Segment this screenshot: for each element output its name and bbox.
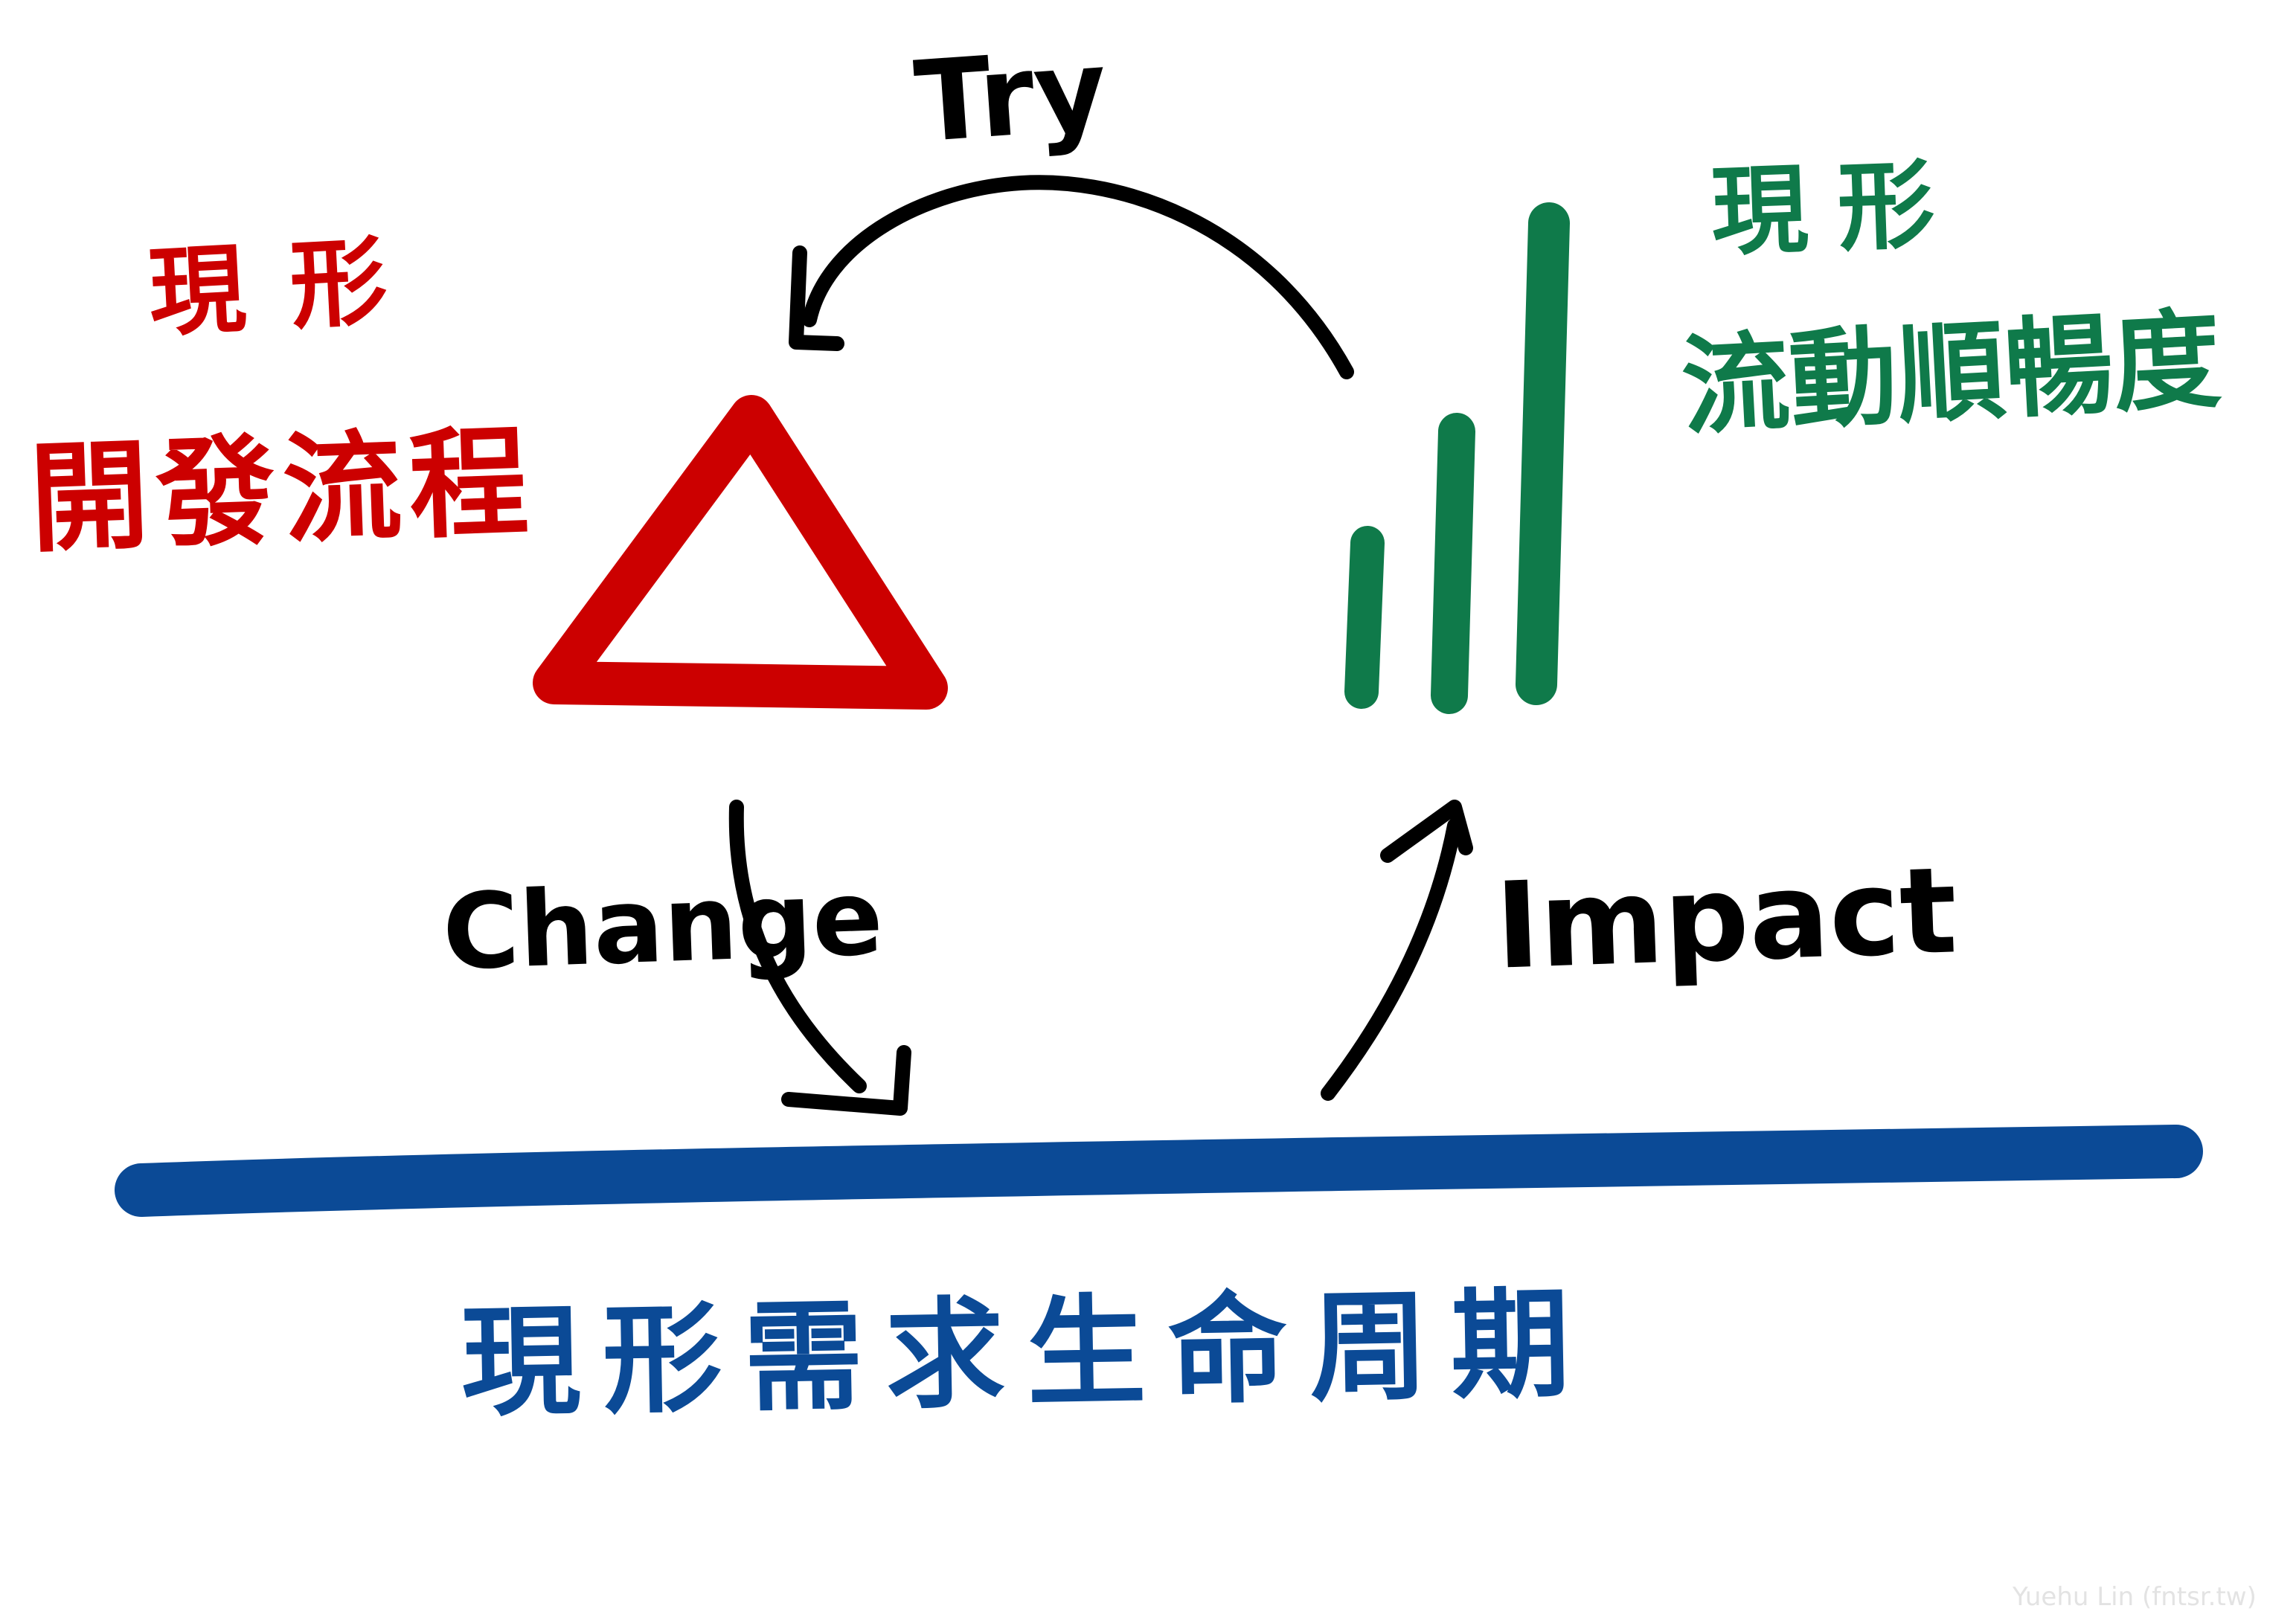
signal-bar-tall bbox=[1516, 202, 1570, 705]
lifecycle-baseline bbox=[115, 1125, 2203, 1217]
signal-bar-short bbox=[1344, 526, 1385, 709]
flow-label-line2: 流動順暢度 bbox=[1678, 297, 2224, 451]
impact-arrowhead bbox=[1380, 800, 1473, 863]
impact-arrow bbox=[1321, 818, 1462, 1101]
impact-label: Impact bbox=[1492, 841, 1960, 996]
credit-watermark: Yuehu Lin (fntsr.tw) bbox=[2013, 1582, 2257, 1612]
change-arrow bbox=[728, 800, 867, 1093]
try-label: Try bbox=[911, 25, 1112, 168]
flow-label-line1: 現形 bbox=[1709, 147, 1966, 269]
lifecycle-label: 現形需求生命周期 bbox=[460, 1273, 1594, 1433]
change-arrowhead bbox=[781, 1045, 911, 1116]
signal-bar-medium bbox=[1431, 413, 1475, 714]
change-label: Change bbox=[440, 857, 885, 994]
triangle-icon bbox=[533, 395, 948, 710]
try-arrow bbox=[802, 175, 1354, 379]
dev-process-label-line2: 開發流程 bbox=[27, 412, 539, 569]
try-arrowhead bbox=[789, 245, 844, 351]
dev-process-label-line1: 現形 bbox=[146, 222, 434, 350]
signal-bars-icon bbox=[1344, 202, 1570, 714]
